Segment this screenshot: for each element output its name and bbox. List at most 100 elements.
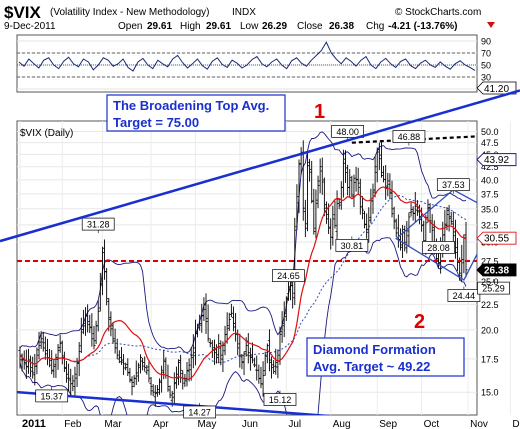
price-bar (126, 358, 130, 377)
price-bar (449, 211, 453, 225)
price-bar (312, 188, 316, 235)
price-bar (265, 343, 269, 364)
annotation-label: 24.65 (277, 271, 300, 281)
price-bar (293, 217, 297, 306)
price-bar (403, 225, 407, 252)
price-bar (86, 304, 90, 333)
price-bar (176, 359, 181, 386)
annotation-label: 46.88 (398, 132, 421, 142)
price-bar (295, 184, 299, 230)
annotation-box (331, 125, 364, 138)
price-bar (413, 191, 417, 223)
price-bar (225, 312, 229, 344)
upper-trendline (0, 89, 520, 243)
price-panel: $VIX (Daily) 48.00 46.88 37.53 31.28 24.65 30… (16, 120, 520, 429)
indicator-last-value-tag: 41.20 (476, 81, 517, 95)
price-bar (257, 364, 261, 384)
ohlc-chg-value: -4.21 (-13.76%) (388, 21, 457, 32)
price-bar (31, 356, 35, 379)
annotation-label: 30.81 (341, 241, 364, 251)
price-bar (121, 354, 126, 376)
broadening-callout-line1: The Broadening Top Avg. (113, 98, 269, 113)
price-bar (350, 175, 354, 198)
price-bar (227, 312, 231, 331)
annotation-label: 24.44 (453, 291, 476, 301)
price-bar (272, 360, 276, 374)
x-tick-label: Feb (64, 419, 82, 429)
indicator-last-value: 41.20 (484, 84, 509, 95)
price-bar (168, 385, 172, 399)
price-bar (420, 207, 424, 232)
price-bar (303, 199, 307, 238)
price-bar (341, 149, 346, 198)
annotation-box (477, 281, 510, 295)
price-bar (428, 203, 432, 233)
indicator-line (18, 41, 476, 72)
price-bar (417, 204, 422, 225)
price-bar (149, 376, 153, 396)
price-bar (202, 297, 206, 321)
exchange-label: INDX (232, 7, 256, 18)
price-bar (28, 355, 33, 377)
x-tick-label: Jun (242, 419, 258, 429)
price-bar (362, 210, 367, 229)
price-right-tag-label: 43.92 (484, 155, 509, 166)
price-bar (157, 378, 162, 395)
price-bar (115, 338, 119, 360)
diamond-callout-line2: Avg. Target ~ 49.22 (313, 359, 430, 374)
price-right-tag-label: 30.55 (484, 234, 509, 245)
price-bar (79, 317, 83, 354)
ohlc-low-value: 26.29 (262, 21, 287, 32)
price-tick-label: 22.5 (481, 300, 499, 310)
price-bar (320, 157, 324, 195)
price-right-tag-label: 26.38 (484, 265, 509, 276)
price-bar (160, 365, 164, 393)
price-bar (134, 360, 138, 385)
price-bar (67, 363, 71, 392)
price-bar (447, 204, 451, 232)
annotation-label: 14.27 (188, 407, 211, 417)
indicator-panel: 9070503010 41.20 (16, 34, 517, 95)
price-bar (20, 353, 24, 372)
price-bar (200, 303, 204, 333)
price-tick-label: 20.0 (481, 325, 499, 335)
price-bar (291, 281, 295, 309)
price-bar (107, 297, 111, 332)
price-bar (128, 367, 132, 383)
price-bar (384, 165, 388, 200)
price-bar (310, 160, 314, 204)
annotation-box (263, 393, 297, 406)
indicator-last-tag-shape (476, 81, 517, 95)
price-bar (333, 200, 337, 229)
price-tick-label: 47.5 (481, 138, 499, 148)
price-bar (221, 341, 225, 372)
broadening-top-callout: The Broadening Top Avg. Target = 75.00 (106, 94, 286, 132)
price-bar (253, 357, 257, 368)
price-bar (73, 366, 77, 398)
price-right-tag (476, 263, 517, 277)
price-bar (155, 384, 159, 397)
annotation-label: 25.29 (482, 284, 505, 294)
price-right-tag (476, 153, 517, 167)
price-bar (229, 303, 233, 318)
price-bar (24, 349, 28, 379)
price-bar (322, 177, 326, 217)
indicator-tick-label: 90 (481, 37, 491, 47)
price-bar (388, 173, 392, 200)
price-bar (316, 175, 320, 209)
annotation-label: 31.28 (87, 220, 110, 230)
price-tick-label: 35.0 (481, 204, 499, 214)
annotation-box (35, 389, 69, 403)
x-tick-label: Aug (333, 419, 351, 429)
price-bar (54, 353, 58, 378)
price-bar (314, 189, 318, 239)
diamond-callout: Diamond Formation Avg. Target ~ 49.22 (306, 337, 465, 377)
price-bar (263, 351, 267, 376)
price-bar (242, 351, 246, 376)
moving-average-short (19, 186, 467, 381)
price-bar (143, 356, 147, 372)
price-bar (58, 334, 62, 353)
price-bar (147, 359, 151, 383)
price-bar (204, 293, 208, 335)
